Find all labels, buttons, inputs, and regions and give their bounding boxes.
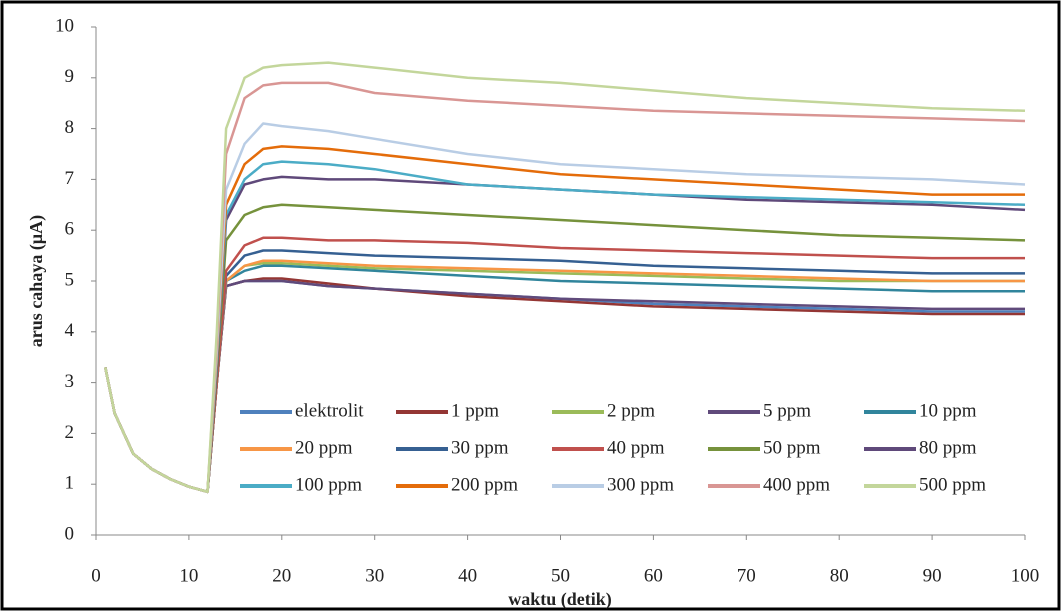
y-tick-label: 1 <box>65 473 75 494</box>
legend-label: 300 ppm <box>607 474 674 495</box>
y-tick-label: 5 <box>65 269 75 290</box>
x-tick-label: 20 <box>272 565 291 586</box>
legend-label: 2 ppm <box>607 400 655 421</box>
chart-frame <box>2 2 1059 609</box>
x-tick-label: 90 <box>923 565 942 586</box>
y-tick-label: 6 <box>65 219 75 240</box>
x-axis-title: waktu (detik) <box>508 589 612 610</box>
legend-label: 20 ppm <box>295 437 353 458</box>
y-tick-label: 4 <box>65 320 75 341</box>
legend-label: 10 ppm <box>919 400 977 421</box>
legend-label: 100 ppm <box>295 474 362 495</box>
legend-label: 400 ppm <box>763 474 830 495</box>
x-tick-label: 100 <box>1011 565 1040 586</box>
legend-label: 30 ppm <box>451 437 509 458</box>
y-tick-label: 7 <box>65 168 75 189</box>
x-tick-label: 80 <box>830 565 849 586</box>
x-tick-label: 30 <box>365 565 384 586</box>
x-tick-label: 40 <box>458 565 477 586</box>
legend-label: 80 ppm <box>919 437 977 458</box>
legend-label: 500 ppm <box>919 474 986 495</box>
x-tick-label: 50 <box>551 565 570 586</box>
x-tick-label: 0 <box>91 565 101 586</box>
y-tick-label: 8 <box>65 117 75 138</box>
legend-label: 40 ppm <box>607 437 665 458</box>
chart: waktu (detik) arus cahaya (µA) 0 1 2 3 4 5 6 7 8… <box>0 0 1061 611</box>
legend-label: 1 ppm <box>451 400 499 421</box>
y-tick-label: 10 <box>55 15 74 36</box>
legend-label: 5 ppm <box>763 400 811 421</box>
legend-label: elektrolit <box>295 400 364 421</box>
y-tick-label: 2 <box>65 422 75 443</box>
y-tick-label: 9 <box>65 66 75 87</box>
x-tick-label: 60 <box>644 565 663 586</box>
y-axis-title: arus cahaya (µA) <box>26 215 47 347</box>
x-tick-label: 10 <box>179 565 198 586</box>
legend-label: 50 ppm <box>763 437 821 458</box>
x-tick-label: 70 <box>737 565 756 586</box>
y-tick-label: 3 <box>65 371 75 392</box>
y-tick-label: 0 <box>65 523 75 544</box>
legend-label: 200 ppm <box>451 474 518 495</box>
